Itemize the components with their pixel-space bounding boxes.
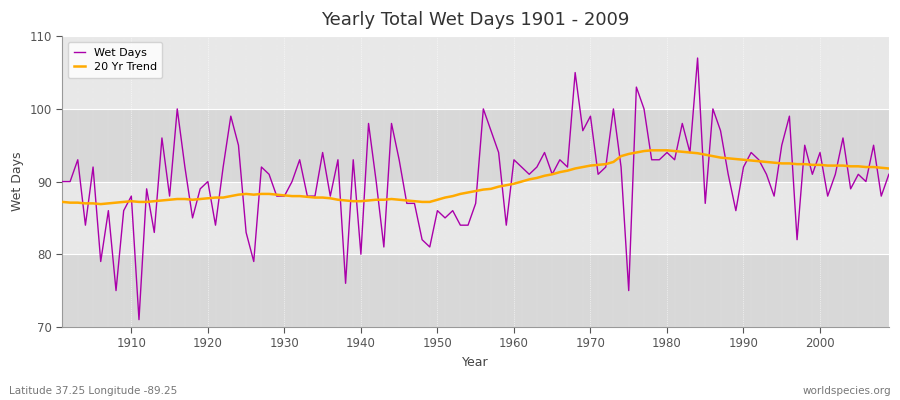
20 Yr Trend: [95, 202, 106, 206]
Wet Days: [608, 106, 619, 111]
20 Yr Trend: [340, 198, 351, 203]
20 Yr Trend: [608, 160, 619, 164]
Line: Wet Days: Wet Days: [62, 58, 889, 320]
Wet Days: [508, 157, 519, 162]
Line: 20 Yr Trend: 20 Yr Trend: [62, 150, 889, 204]
Wet Days: [133, 317, 144, 322]
Y-axis label: Wet Days: Wet Days: [11, 152, 24, 211]
Legend: Wet Days, 20 Yr Trend: Wet Days, 20 Yr Trend: [68, 42, 162, 78]
Bar: [62, 36, 889, 109]
Wet Days: [57, 179, 68, 184]
Bar: [62, 182, 889, 254]
Wet Days: [118, 208, 129, 213]
20 Yr Trend: [57, 200, 68, 204]
Bar: [62, 254, 889, 327]
20 Yr Trend: [508, 181, 519, 186]
20 Yr Trend: [126, 199, 137, 204]
Wet Days: [340, 281, 351, 286]
20 Yr Trend: [884, 166, 895, 171]
20 Yr Trend: [646, 148, 657, 153]
Bar: [62, 109, 889, 182]
20 Yr Trend: [517, 179, 527, 184]
X-axis label: Year: Year: [463, 356, 489, 369]
Wet Days: [884, 172, 895, 177]
20 Yr Trend: [294, 194, 305, 198]
Title: Yearly Total Wet Days 1901 - 2009: Yearly Total Wet Days 1901 - 2009: [321, 11, 630, 29]
Wet Days: [294, 157, 305, 162]
Text: Latitude 37.25 Longitude -89.25: Latitude 37.25 Longitude -89.25: [9, 386, 177, 396]
Text: worldspecies.org: worldspecies.org: [803, 386, 891, 396]
Wet Days: [692, 56, 703, 60]
Wet Days: [517, 165, 527, 170]
